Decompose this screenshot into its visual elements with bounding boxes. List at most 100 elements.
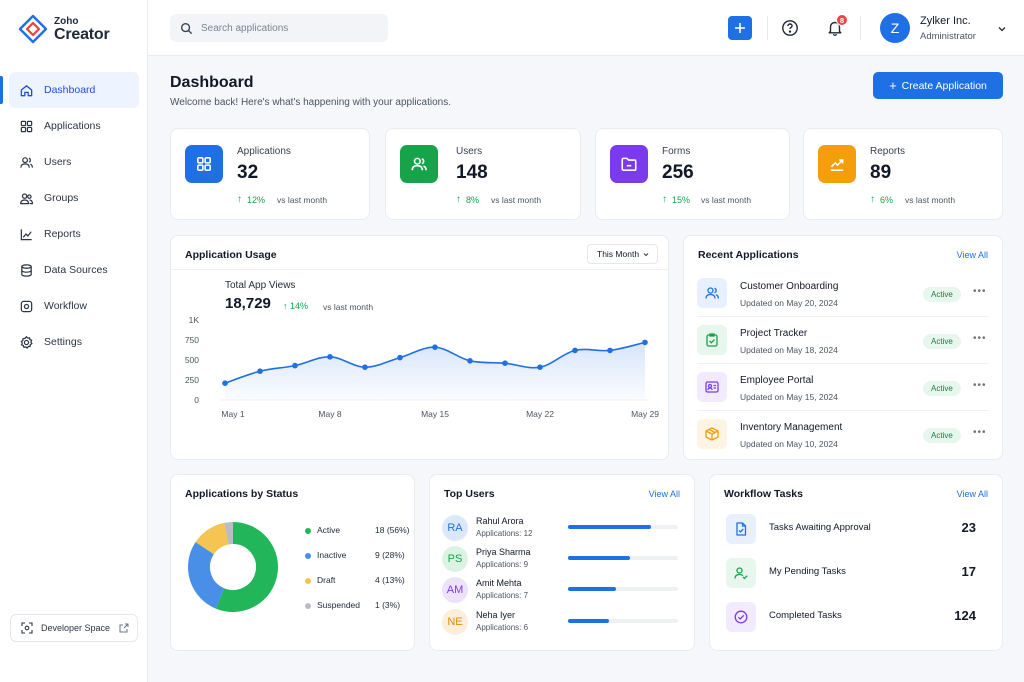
user-app-count: Applications: 6 (476, 623, 529, 632)
view-all-link[interactable]: View All (956, 250, 988, 260)
create-application-button[interactable]: + Create Application (873, 72, 1003, 99)
sidebar-item-label: Groups (44, 192, 79, 204)
sidebar-item-label: Settings (44, 336, 82, 348)
user-name[interactable]: Zylker Inc. (920, 15, 971, 27)
sidebar-item-groups[interactable]: Groups (0, 180, 148, 216)
more-options-icon[interactable]: ••• (973, 286, 987, 297)
task-label: Completed Tasks (769, 610, 842, 621)
app-name[interactable]: Customer Onboarding (740, 281, 839, 292)
more-options-icon[interactable]: ••• (973, 427, 987, 438)
progress-fill (568, 525, 651, 529)
stat-card-reports[interactable]: Reports 89 ↑ 6% vs last month (803, 128, 1003, 220)
arrow-up-icon: ↑ (283, 301, 291, 311)
legend-item: Active 18 (56%) (305, 525, 410, 537)
data-point (222, 380, 228, 386)
sidebar-nav: Dashboard Applications Users Groups Repo… (0, 72, 148, 360)
sidebar-item-dashboard[interactable]: Dashboard (0, 72, 139, 108)
list-item[interactable]: My Pending Tasks 17 (726, 556, 988, 590)
grid-icon (18, 118, 34, 134)
chevron-down-icon[interactable] (998, 26, 1006, 32)
legend-dot (305, 578, 311, 584)
sidebar-item-data-sources[interactable]: Data Sources (0, 252, 148, 288)
data-point (432, 344, 438, 350)
chevron-down-icon (643, 253, 649, 257)
avatar: PS (442, 546, 468, 572)
list-item[interactable]: Inventory Management Updated on May 10, … (697, 412, 989, 458)
sidebar-item-settings[interactable]: Settings (0, 324, 148, 360)
donut-slice-inactive (188, 542, 225, 609)
app-name[interactable]: Employee Portal (740, 375, 814, 386)
list-item[interactable]: Project Tracker Updated on May 18, 2024 … (697, 318, 989, 364)
view-all-link[interactable]: View All (648, 489, 680, 499)
list-item[interactable]: AM Amit Mehta Applications: 7 (442, 576, 682, 606)
stat-card-users[interactable]: Users 148 ↑ 8% vs last month (385, 128, 581, 220)
stat-card-forms[interactable]: Forms 256 ↑ 15% vs last month (595, 128, 790, 220)
x-tick-label: May 15 (421, 409, 449, 419)
y-tick-label: 0 (194, 395, 199, 405)
developer-space-button[interactable]: Developer Space (10, 614, 138, 642)
task-label: Tasks Awaiting Approval (769, 522, 871, 533)
legend-label: Draft (317, 575, 336, 585)
legend-count: 9 (28%) (375, 550, 405, 560)
search-box[interactable] (170, 14, 388, 42)
legend-item: Inactive 9 (28%) (305, 550, 405, 562)
sidebar-item-applications[interactable]: Applications (0, 108, 148, 144)
more-options-icon[interactable]: ••• (973, 380, 987, 391)
top-users-card: Top Users View All RA Rahul Arora Applic… (429, 474, 695, 651)
external-link-icon (119, 623, 129, 633)
id-card-icon (697, 372, 727, 402)
list-item[interactable]: Employee Portal Updated on May 15, 2024 … (697, 365, 989, 411)
donut-slice-active (215, 522, 278, 612)
list-item[interactable]: Customer Onboarding Updated on May 20, 2… (697, 271, 989, 317)
help-icon[interactable] (781, 19, 799, 37)
search-input[interactable] (201, 22, 381, 34)
app-name[interactable]: Inventory Management (740, 422, 843, 433)
list-item[interactable]: Tasks Awaiting Approval 23 (726, 512, 988, 546)
brand-logo[interactable]: Zoho Creator (18, 14, 138, 44)
page-title: Dashboard (170, 74, 254, 91)
view-all-link[interactable]: View All (956, 489, 988, 499)
date-range-dropdown[interactable]: This Month (587, 244, 658, 264)
status-badge: Active (923, 381, 961, 396)
quick-add-button[interactable] (728, 16, 752, 40)
status-badge: Active (923, 287, 961, 302)
sidebar-item-workflow[interactable]: Workflow (0, 288, 148, 324)
list-item[interactable]: PS Priya Sharma Applications: 9 (442, 545, 682, 575)
scan-icon (21, 622, 33, 634)
user-name: Priya Sharma (476, 547, 531, 557)
avatar[interactable]: Z (880, 13, 910, 43)
stat-trend: ↑ 15% (662, 194, 690, 205)
data-point (327, 354, 333, 360)
data-point (642, 339, 648, 346)
stat-label: Users (456, 146, 483, 157)
legend-label: Active (317, 525, 341, 535)
sidebar-item-label: Workflow (44, 300, 87, 312)
data-point (362, 364, 368, 370)
stat-card-applications[interactable]: Applications 32 ↑ 12% vs last month (170, 128, 370, 220)
legend-count: 18 (56%) (375, 525, 410, 535)
list-item[interactable]: Completed Tasks 124 (726, 600, 988, 634)
list-item[interactable]: RA Rahul Arora Applications: 12 (442, 514, 682, 544)
usage-area (225, 342, 645, 400)
data-point (467, 358, 473, 364)
bell-icon[interactable] (826, 19, 844, 37)
plus-icon: + (889, 78, 897, 93)
user-name: Rahul Arora (476, 516, 524, 526)
stat-trend: ↑ 12% (237, 194, 265, 205)
list-item[interactable]: NE Neha Iyer Applications: 6 (442, 608, 682, 638)
task-count: 23 (961, 520, 976, 535)
app-updated: Updated on May 10, 2024 (740, 439, 838, 449)
progress-fill (568, 587, 617, 591)
workflow-tasks-card: Workflow Tasks View All Tasks Awaiting A… (709, 474, 1003, 651)
card-title: Applications by Status (185, 488, 299, 500)
more-options-icon[interactable]: ••• (973, 333, 987, 344)
donut-slice-suspended (224, 522, 234, 545)
stat-label: Reports (870, 146, 906, 157)
data-point (292, 362, 298, 369)
sidebar-item-users[interactable]: Users (0, 144, 148, 180)
app-name[interactable]: Project Tracker (740, 328, 808, 339)
sidebar-item-reports[interactable]: Reports (0, 216, 148, 252)
data-point (537, 364, 543, 370)
notification-badge: 8 (836, 14, 848, 26)
donut-slice-draft (195, 522, 230, 555)
